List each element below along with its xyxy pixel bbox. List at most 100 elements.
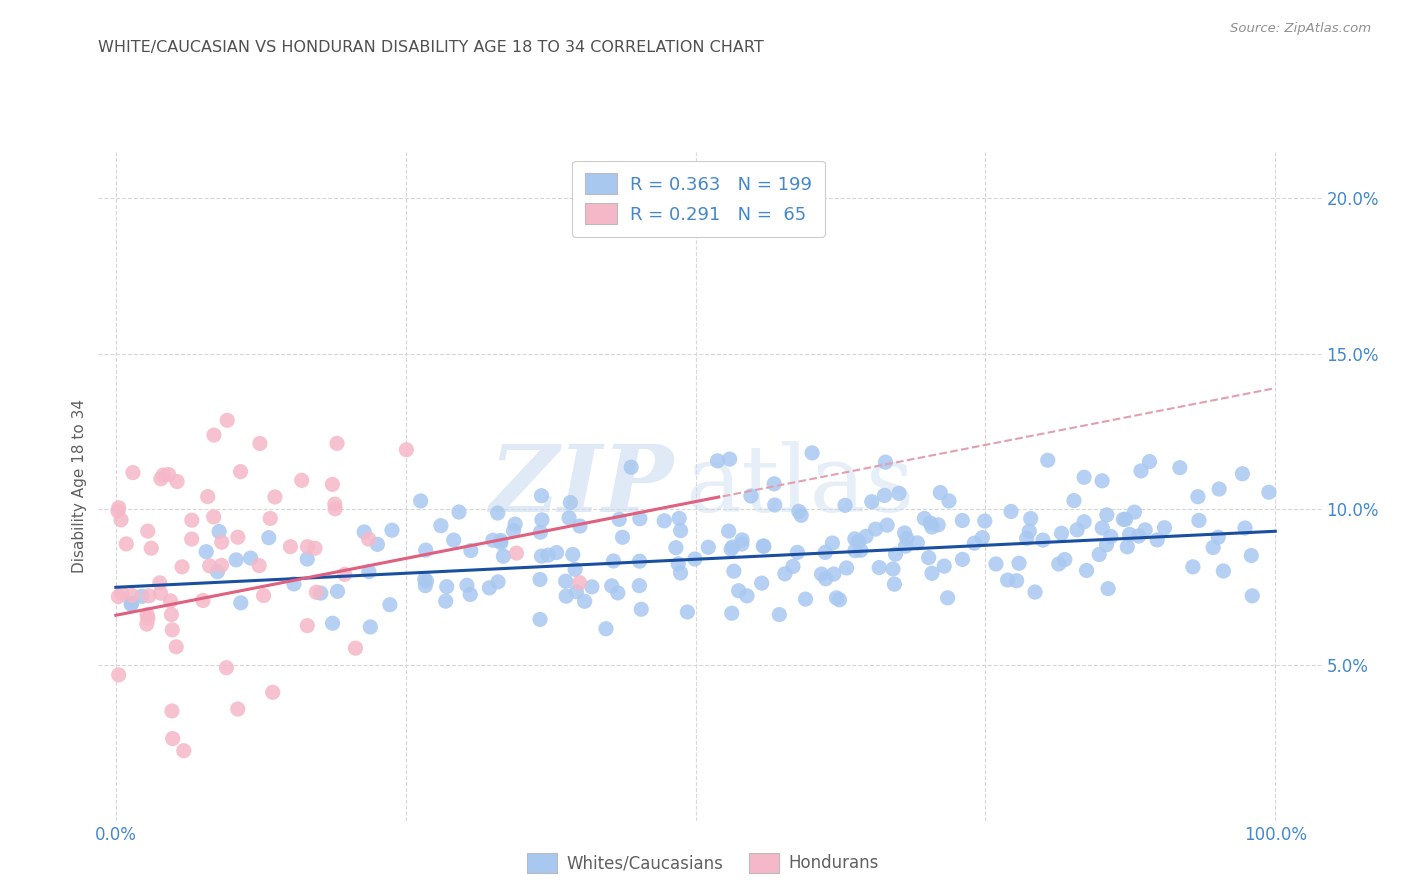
Point: [1097, 582, 1119, 596]
Point: [1018, 524, 1040, 538]
Point: [997, 573, 1019, 587]
Point: [166, 475, 188, 489]
Point: [731, 533, 754, 547]
Point: [787, 504, 810, 518]
Point: [1133, 523, 1156, 537]
Point: [486, 506, 509, 520]
Point: [1241, 589, 1264, 603]
Point: [740, 489, 762, 503]
Point: [323, 501, 346, 516]
Point: [1008, 556, 1031, 570]
Point: [720, 542, 742, 557]
Point: [652, 514, 675, 528]
Point: [1066, 523, 1088, 537]
Point: [357, 565, 380, 579]
Point: [264, 490, 287, 504]
Point: [225, 553, 247, 567]
Point: [1036, 453, 1059, 467]
Point: [555, 589, 578, 603]
Point: [131, 590, 153, 604]
Point: [963, 536, 986, 550]
Point: [1114, 512, 1136, 526]
Point: [366, 537, 388, 551]
Point: [574, 594, 596, 608]
Point: [447, 505, 470, 519]
Point: [409, 494, 432, 508]
Point: [751, 576, 773, 591]
Point: [152, 468, 174, 483]
Point: [773, 566, 796, 581]
Point: [950, 513, 973, 527]
Point: [887, 486, 910, 500]
Point: [226, 530, 249, 544]
Legend: R = 0.363   N = 199, R = 0.291   N =  65: R = 0.363 N = 199, R = 0.291 N = 65: [572, 161, 825, 236]
Point: [160, 704, 183, 718]
Point: [860, 494, 883, 508]
Point: [612, 530, 634, 544]
Point: [229, 596, 252, 610]
Point: [630, 602, 652, 616]
Point: [443, 533, 465, 548]
Point: [502, 524, 524, 538]
Point: [162, 623, 184, 637]
Point: [357, 532, 380, 546]
Point: [136, 611, 159, 625]
Point: [283, 577, 305, 591]
Point: [849, 543, 872, 558]
Point: [844, 543, 866, 558]
Point: [1123, 505, 1146, 519]
Point: [763, 476, 786, 491]
Point: [905, 536, 928, 550]
Point: [1073, 470, 1095, 484]
Point: [718, 452, 741, 467]
Point: [111, 586, 134, 600]
Point: [436, 580, 458, 594]
Point: [489, 533, 512, 548]
Point: [395, 442, 418, 457]
Point: [226, 702, 249, 716]
Point: [628, 554, 651, 568]
Point: [735, 589, 758, 603]
Point: [801, 446, 824, 460]
Point: [828, 592, 851, 607]
Point: [122, 466, 145, 480]
Point: [835, 561, 858, 575]
Point: [413, 579, 436, 593]
Point: [1257, 485, 1279, 500]
Point: [565, 584, 588, 599]
Point: [107, 590, 129, 604]
Point: [136, 524, 159, 538]
Point: [529, 612, 551, 626]
Point: [1019, 511, 1042, 525]
Point: [149, 472, 172, 486]
Point: [790, 508, 813, 523]
Point: [620, 460, 643, 475]
Point: [1099, 530, 1122, 544]
Point: [530, 549, 553, 563]
Point: [489, 535, 512, 549]
Point: [1206, 530, 1229, 544]
Point: [1063, 493, 1085, 508]
Point: [430, 518, 453, 533]
Point: [198, 558, 221, 573]
Point: [530, 513, 553, 527]
Point: [202, 428, 225, 442]
Point: [1095, 508, 1118, 522]
Point: [195, 544, 218, 558]
Point: [1232, 467, 1254, 481]
Point: [207, 565, 229, 579]
Point: [768, 607, 790, 622]
Point: [666, 557, 689, 571]
Point: [537, 548, 560, 562]
Point: [456, 578, 478, 592]
Point: [1032, 533, 1054, 548]
Point: [344, 641, 367, 656]
Point: [1146, 533, 1168, 547]
Point: [669, 524, 692, 538]
Point: [628, 512, 651, 526]
Point: [668, 511, 690, 525]
Point: [159, 594, 181, 608]
Point: [568, 575, 591, 590]
Text: atlas: atlas: [686, 442, 915, 531]
Point: [249, 436, 271, 450]
